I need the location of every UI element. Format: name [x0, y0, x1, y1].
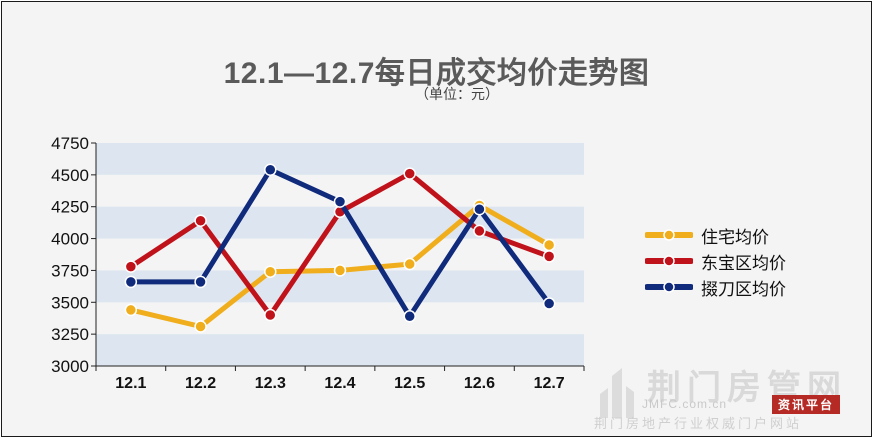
x-tick-label: 12.3	[255, 375, 286, 392]
data-point	[124, 275, 138, 289]
legend-item: 东宝区均价	[645, 248, 786, 274]
grid-band	[96, 143, 584, 175]
data-point	[194, 275, 207, 289]
data-point	[473, 203, 486, 216]
watermark-badge: 资讯平台	[772, 395, 841, 414]
data-point	[542, 238, 556, 252]
data-point	[124, 260, 138, 273]
x-tick-label: 12.1	[115, 375, 146, 392]
watermark-url: JMFC.com.cn	[642, 397, 728, 411]
data-point	[194, 214, 207, 227]
y-tick-label: 3750	[51, 261, 89, 280]
building-logo-icon	[600, 368, 634, 418]
watermark-tagline: 荆门房地产行业权威门户网站	[594, 416, 803, 431]
x-tick-label: 12.6	[464, 375, 495, 392]
y-tick-label: 3500	[51, 293, 89, 312]
legend-label: 住宅均价	[701, 227, 769, 248]
data-point	[264, 308, 277, 322]
x-tick-label: 12.4	[324, 375, 355, 392]
data-point	[403, 310, 416, 323]
data-point	[264, 265, 277, 278]
chart-title: 12.1—12.7每日成交均价走势图	[223, 57, 650, 90]
data-point	[194, 320, 207, 333]
y-tick-label: 4750	[51, 134, 89, 153]
legend-marker-duodao	[645, 281, 693, 293]
data-point	[333, 264, 347, 277]
legend-label: 东宝区均价	[701, 253, 786, 274]
x-tick-label: 12.2	[185, 375, 216, 392]
y-tick-label: 4000	[51, 230, 89, 249]
legend: 住宅均价 东宝区均价 掇刀区均价	[645, 222, 786, 300]
legend-item: 掇刀区均价	[645, 274, 786, 300]
y-tick-label: 3000	[51, 357, 89, 376]
y-tick-label: 3250	[51, 325, 89, 344]
data-point	[403, 257, 416, 271]
y-tick-label: 4500	[51, 166, 89, 185]
site-watermark: 荆门房管网 JMFC.com.cn 资讯平台 荆门房地产行业权威门户网站	[592, 360, 862, 432]
legend-marker-dongbao	[645, 255, 693, 267]
x-tick-label: 12.5	[394, 375, 425, 392]
data-point	[124, 303, 138, 317]
data-point	[542, 297, 556, 310]
grid-band	[96, 334, 584, 366]
legend-item: 住宅均价	[645, 222, 786, 248]
data-point	[542, 250, 556, 263]
data-point	[473, 224, 486, 238]
data-point	[403, 167, 416, 180]
data-point	[333, 195, 347, 208]
legend-marker-residential	[645, 229, 693, 241]
y-tick-label: 4250	[51, 198, 89, 217]
chart-subtitle: （单位：元）	[415, 86, 499, 102]
x-tick-label: 12.7	[534, 375, 565, 392]
data-point	[264, 163, 277, 177]
legend-label: 掇刀区均价	[701, 279, 786, 300]
